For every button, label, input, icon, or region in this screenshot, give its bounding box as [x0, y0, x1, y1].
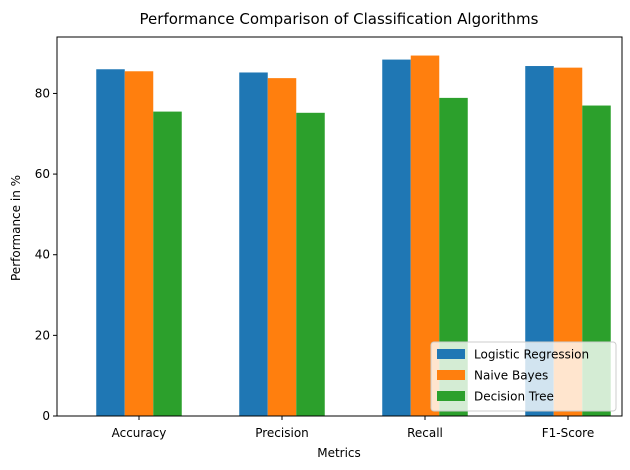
chart-title: Performance Comparison of Classification…: [140, 10, 539, 28]
y-tick-label: 80: [35, 86, 50, 100]
axes-group: 0 20 40 60 80 Accuracy Precision Recall F1-Score: [35, 36, 623, 440]
legend-box: [430, 341, 617, 412]
plot-frame: [56, 36, 623, 417]
legend-label: Logistic Regression: [474, 348, 589, 362]
y-axis-label: Performance in %: [9, 175, 23, 281]
bar-logistic-regression-accuracy: [96, 69, 125, 416]
legend-label: Naive Bayes: [474, 369, 548, 383]
legend: Logistic Regression Naive Bayes Decision T…: [430, 341, 617, 412]
bar-decision-tree-precision: [296, 112, 325, 417]
legend-label: Decision Tree: [474, 390, 554, 404]
bar-logistic-regression-precision: [239, 72, 268, 416]
bar-naive-bayes-accuracy: [124, 71, 154, 417]
bar-logistic-regression-recall: [382, 59, 411, 416]
legend-swatch: [437, 391, 465, 401]
x-tick-label: Precision: [255, 426, 309, 440]
bar-decision-tree-accuracy: [153, 111, 182, 416]
legend-swatch: [437, 370, 465, 380]
x-tick-label: Accuracy: [112, 426, 167, 440]
y-tick-label: 60: [35, 167, 50, 181]
x-axis-label: Metrics: [317, 446, 361, 460]
x-tick-label: F1-Score: [542, 426, 594, 440]
y-tick-label: 0: [42, 409, 50, 423]
bar-naive-bayes-precision: [267, 78, 297, 416]
x-tick-label: Recall: [407, 426, 443, 440]
legend-swatch: [437, 349, 465, 359]
y-tick-label: 20: [35, 328, 50, 342]
y-tick-label: 40: [35, 248, 50, 262]
